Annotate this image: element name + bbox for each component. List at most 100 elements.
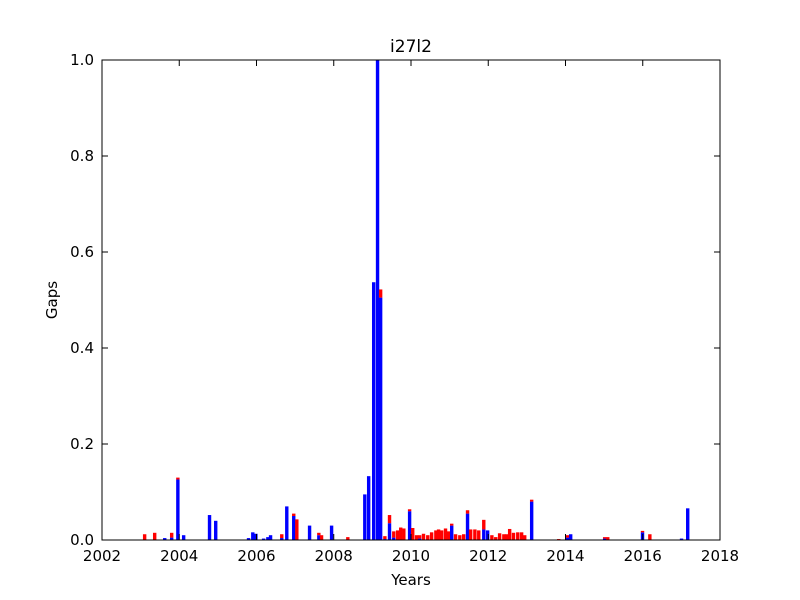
bar-segment bbox=[387, 523, 392, 540]
bar-segment bbox=[378, 297, 383, 540]
bar-segment bbox=[473, 529, 477, 540]
bar-segment bbox=[307, 525, 312, 540]
bar-segment bbox=[523, 535, 527, 540]
bar-segment bbox=[292, 513, 296, 516]
bar-segment bbox=[176, 479, 180, 540]
bar-segment bbox=[169, 537, 174, 540]
bar-segment bbox=[378, 289, 383, 298]
bar-segment bbox=[319, 535, 324, 540]
bar-segment bbox=[648, 534, 652, 540]
bar-segment bbox=[371, 282, 376, 540]
bar-segment bbox=[417, 538, 422, 540]
bar-segment bbox=[346, 537, 350, 540]
bar-segment bbox=[407, 509, 412, 512]
bar-segment bbox=[490, 535, 494, 540]
bar-segment bbox=[207, 515, 212, 540]
bar-segment bbox=[295, 519, 299, 540]
bar-segment bbox=[392, 531, 396, 538]
bar-segment bbox=[402, 528, 406, 540]
bar-segment bbox=[477, 530, 481, 540]
bar-segment bbox=[280, 534, 284, 539]
bar-segment bbox=[686, 508, 690, 540]
bar-segment bbox=[411, 528, 415, 540]
bar-segment bbox=[640, 530, 645, 533]
bar-segment bbox=[529, 501, 534, 540]
x-tick-label: 2006 bbox=[237, 547, 275, 565]
bar-segment bbox=[519, 532, 524, 540]
bar-segment bbox=[602, 537, 607, 539]
bar-segment bbox=[292, 516, 296, 540]
y-tick-label: 0.2 bbox=[70, 435, 94, 453]
bar-segment bbox=[485, 530, 490, 540]
y-tick-label: 1.0 bbox=[70, 51, 94, 69]
bar-segment bbox=[434, 530, 438, 540]
x-tick-label: 2010 bbox=[392, 547, 430, 565]
bar-segment bbox=[414, 535, 419, 540]
bar-segment bbox=[529, 499, 534, 502]
bar-segment bbox=[443, 528, 448, 540]
bar-segment bbox=[181, 535, 186, 540]
y-tick-label: 0.6 bbox=[70, 243, 94, 261]
bar-segment bbox=[482, 519, 486, 530]
bar-segment bbox=[502, 534, 506, 540]
bar-segment bbox=[366, 476, 371, 540]
x-tick-label: 2004 bbox=[160, 547, 198, 565]
y-tick-label: 0.8 bbox=[70, 147, 94, 165]
bar-segment bbox=[606, 537, 610, 540]
bar-segment bbox=[421, 533, 426, 540]
bar-segment bbox=[268, 535, 273, 540]
y-tick-label: 0.4 bbox=[70, 339, 94, 357]
bar-segment bbox=[436, 529, 441, 540]
bar-segment bbox=[450, 525, 454, 540]
x-axis-label: Years bbox=[390, 571, 431, 589]
bar-segment bbox=[214, 520, 218, 540]
bar-segment bbox=[169, 532, 174, 538]
bar-segment bbox=[329, 525, 334, 540]
bar-segment bbox=[407, 511, 412, 540]
bar-segment bbox=[568, 534, 573, 540]
x-tick-label: 2014 bbox=[546, 547, 584, 565]
bar-segment bbox=[516, 532, 520, 540]
bar-segment bbox=[395, 530, 400, 540]
bar-segment bbox=[465, 513, 470, 540]
bar-segment bbox=[375, 60, 380, 540]
bar-segment bbox=[511, 532, 516, 540]
bar-segment bbox=[280, 538, 284, 540]
bar-segment bbox=[254, 533, 258, 540]
bar-segment bbox=[392, 537, 396, 540]
bar-segment bbox=[602, 538, 607, 540]
bar-segment bbox=[453, 534, 458, 540]
bar-segment bbox=[417, 535, 422, 539]
bar-segment bbox=[266, 537, 270, 540]
bar-segment bbox=[461, 534, 466, 540]
bar-segment bbox=[383, 536, 387, 540]
bar-segment bbox=[439, 530, 444, 540]
bar-segment bbox=[507, 528, 512, 540]
bar-segment bbox=[317, 532, 321, 536]
bar-segment bbox=[494, 537, 498, 540]
bar-segment bbox=[679, 538, 684, 540]
bar-segment bbox=[565, 537, 570, 540]
bar-segment bbox=[387, 515, 392, 524]
bar-segment bbox=[468, 529, 473, 540]
plot-frame bbox=[101, 59, 721, 541]
x-tick-label: 2012 bbox=[469, 547, 507, 565]
bar-segment bbox=[504, 534, 509, 540]
bar-segment bbox=[426, 535, 430, 540]
y-axis-label: Gaps bbox=[43, 281, 61, 319]
bar-segment bbox=[317, 535, 321, 540]
bar-segment bbox=[246, 538, 251, 540]
bar-segment bbox=[363, 494, 367, 540]
bar-segment bbox=[450, 523, 454, 526]
x-tick-label: 2002 bbox=[83, 547, 121, 565]
bar-segment bbox=[446, 531, 451, 540]
bar-segment bbox=[261, 538, 266, 540]
bar-segment bbox=[152, 532, 157, 540]
bar-segment bbox=[482, 529, 486, 540]
bar-segment bbox=[176, 477, 180, 480]
bar-segment bbox=[142, 534, 147, 540]
x-tick-label: 2008 bbox=[315, 547, 353, 565]
bar-segment bbox=[399, 527, 403, 540]
